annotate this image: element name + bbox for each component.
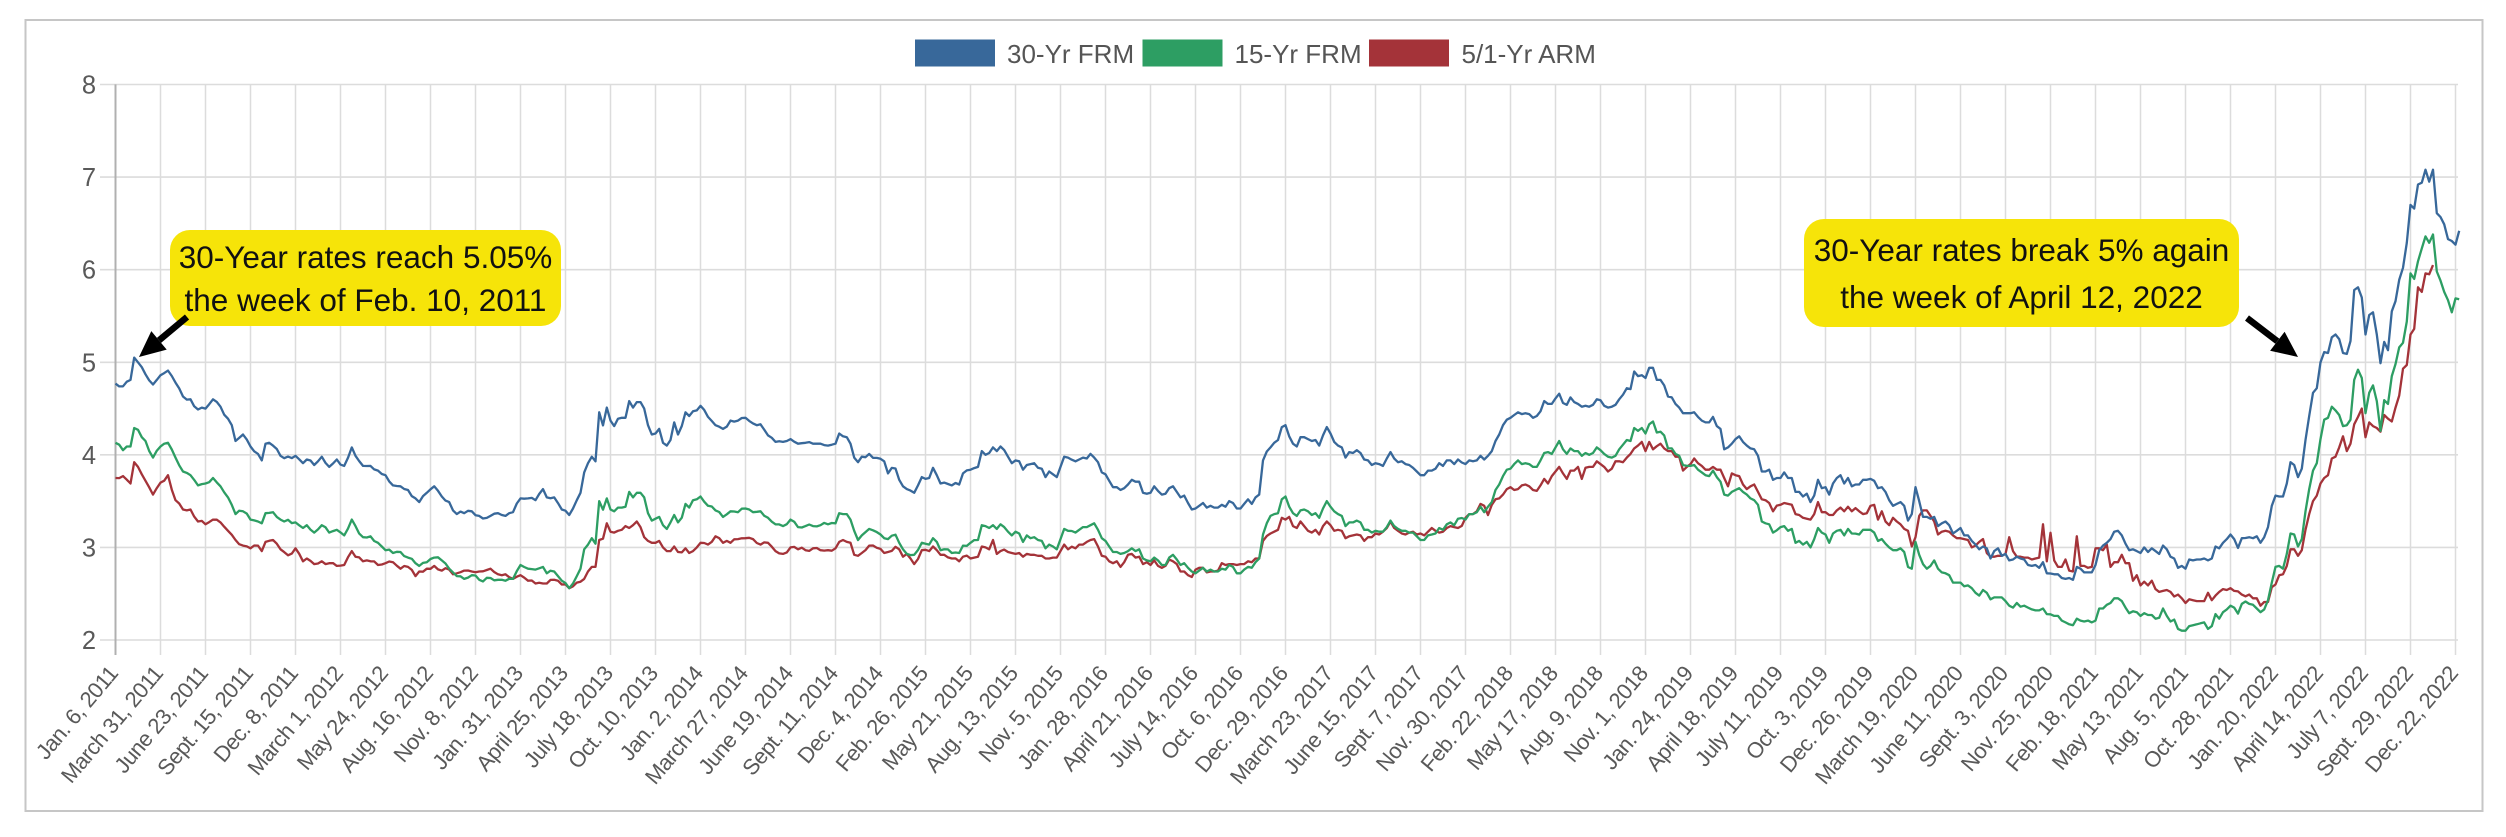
svg-text:5: 5 bbox=[82, 349, 96, 377]
svg-text:4: 4 bbox=[82, 442, 96, 470]
svg-text:15-Yr FRM: 15-Yr FRM bbox=[1235, 39, 1362, 69]
svg-text:the week of April 12, 2022: the week of April 12, 2022 bbox=[1840, 279, 2203, 315]
svg-text:3: 3 bbox=[82, 534, 96, 562]
svg-text:30-Year rates break 5% again: 30-Year rates break 5% again bbox=[1814, 232, 2230, 268]
svg-text:7: 7 bbox=[82, 164, 96, 192]
svg-text:8: 8 bbox=[82, 72, 96, 100]
svg-text:2: 2 bbox=[82, 627, 96, 655]
svg-text:30-Year rates reach 5.05%: 30-Year rates reach 5.05% bbox=[179, 239, 553, 275]
svg-text:6: 6 bbox=[82, 257, 96, 285]
svg-text:30-Yr FRM: 30-Yr FRM bbox=[1007, 39, 1134, 69]
svg-text:5/1-Yr ARM: 5/1-Yr ARM bbox=[1462, 39, 1596, 69]
svg-text:the week of Feb. 10, 2011: the week of Feb. 10, 2011 bbox=[185, 282, 547, 318]
